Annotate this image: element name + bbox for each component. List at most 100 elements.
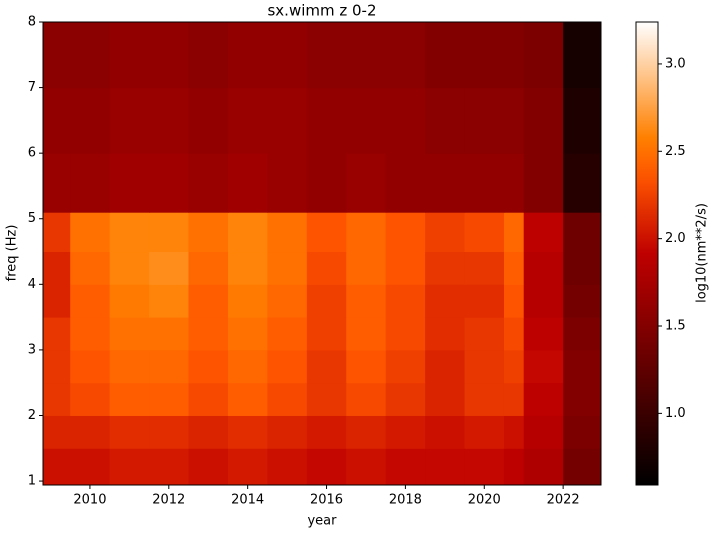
heatmap-cell [43,284,71,318]
heatmap-cell [346,87,387,154]
y-tick-label: 7 [28,80,36,95]
heatmap-cell [109,153,150,213]
heatmap-cell [503,153,525,213]
x-tick-label: 2010 [73,493,106,508]
heatmap-cell [385,284,426,318]
chart-title: sx.wimm z 0-2 [267,2,376,20]
heatmap-cell [425,448,466,486]
heatmap-cell [267,284,308,318]
heatmap-cell [70,448,111,486]
heatmap-cell [425,317,466,351]
colorbar-tick-label: 1.5 [665,319,686,334]
heatmap-cell [306,153,347,213]
heatmap-cell [563,284,602,318]
heatmap-cell [464,415,505,449]
heatmap-cell [267,153,308,213]
heatmap-cell [385,251,426,285]
heatmap-cell [109,415,150,449]
heatmap-cell [267,87,308,154]
y-tick-label: 3 [28,342,36,357]
heatmap-cell [43,415,71,449]
heatmap-cell [425,153,466,213]
heatmap-cell [523,212,564,253]
heatmap-cell [70,87,111,154]
heatmap-cell [464,284,505,318]
heatmap-cell [563,448,602,486]
heatmap-cell [267,448,308,486]
heatmap-cell [149,349,190,384]
heatmap-cell [43,22,71,89]
heatmap-cell [188,382,229,416]
heatmap-cell [149,317,190,351]
heatmap-cell [188,22,229,89]
heatmap-cell [425,251,466,285]
heatmap-cell [149,415,190,449]
heatmap-cell [188,317,229,351]
heatmap-cell [267,317,308,351]
plot-frame [42,21,602,486]
heatmap-cell [267,382,308,416]
heatmap-cell [563,415,602,449]
colorbar-label: log10(nm**2/s) [695,203,710,303]
heatmap-cell [306,415,347,449]
heatmap-cell [503,448,525,486]
heatmap-cell [523,251,564,285]
heatmap-cell [425,87,466,154]
heatmap-cell [425,382,466,416]
heatmap-cell [109,317,150,351]
heatmap-cell [523,317,564,351]
heatmap-cell [425,22,466,89]
heatmap-cell [523,153,564,213]
heatmap-cell [109,212,150,253]
heatmap-cell [109,349,150,384]
heatmap-cell [306,448,347,486]
heatmap-cell [503,382,525,416]
heatmap-cell [306,317,347,351]
heatmap-cell [70,317,111,351]
heatmap-cell [425,212,466,253]
heatmap-cell [43,153,71,213]
heatmap-cell [464,382,505,416]
heatmap-cell [306,87,347,154]
heatmap-cell [188,448,229,486]
heatmap-cell [464,153,505,213]
heatmap-cell [385,212,426,253]
heatmap-cell [267,212,308,253]
heatmap-cell [43,382,71,416]
heatmap-cell [109,22,150,89]
heatmap-cell [149,212,190,253]
colorbar-tick-label: 1.0 [665,406,686,421]
heatmap-cell [43,448,71,486]
colorbar [635,21,659,486]
heatmap-cell [385,22,426,89]
heatmap-cell [149,382,190,416]
y-axis-label: freq (Hz) [5,225,20,282]
heatmap-cell [346,251,387,285]
heatmap-cell [70,212,111,253]
heatmap-cell [425,349,466,384]
heatmap-cell [346,448,387,486]
heatmap-cell [563,251,602,285]
heatmap-cell [563,349,602,384]
heatmap-cell [267,349,308,384]
heatmap-cell [563,22,602,89]
heatmap-cell [188,251,229,285]
heatmap-cell [464,317,505,351]
heatmap-cell [149,153,190,213]
heatmap-cell [464,22,505,89]
heatmap-cell [346,317,387,351]
heatmap-cell [464,349,505,384]
colorbar-tick-label: 2.0 [665,231,686,246]
y-tick-label: 1 [28,474,36,489]
heatmap-cell [149,448,190,486]
heatmap-cell [563,382,602,416]
heatmap-cell [267,22,308,89]
heatmap-cell [425,284,466,318]
heatmap-cell [188,212,229,253]
heatmap-cell [227,87,268,154]
x-tick-label: 2020 [468,493,501,508]
heatmap-cell [523,22,564,89]
heatmap-cell [523,448,564,486]
heatmap-cell [346,284,387,318]
x-axis-label: year [307,514,337,529]
